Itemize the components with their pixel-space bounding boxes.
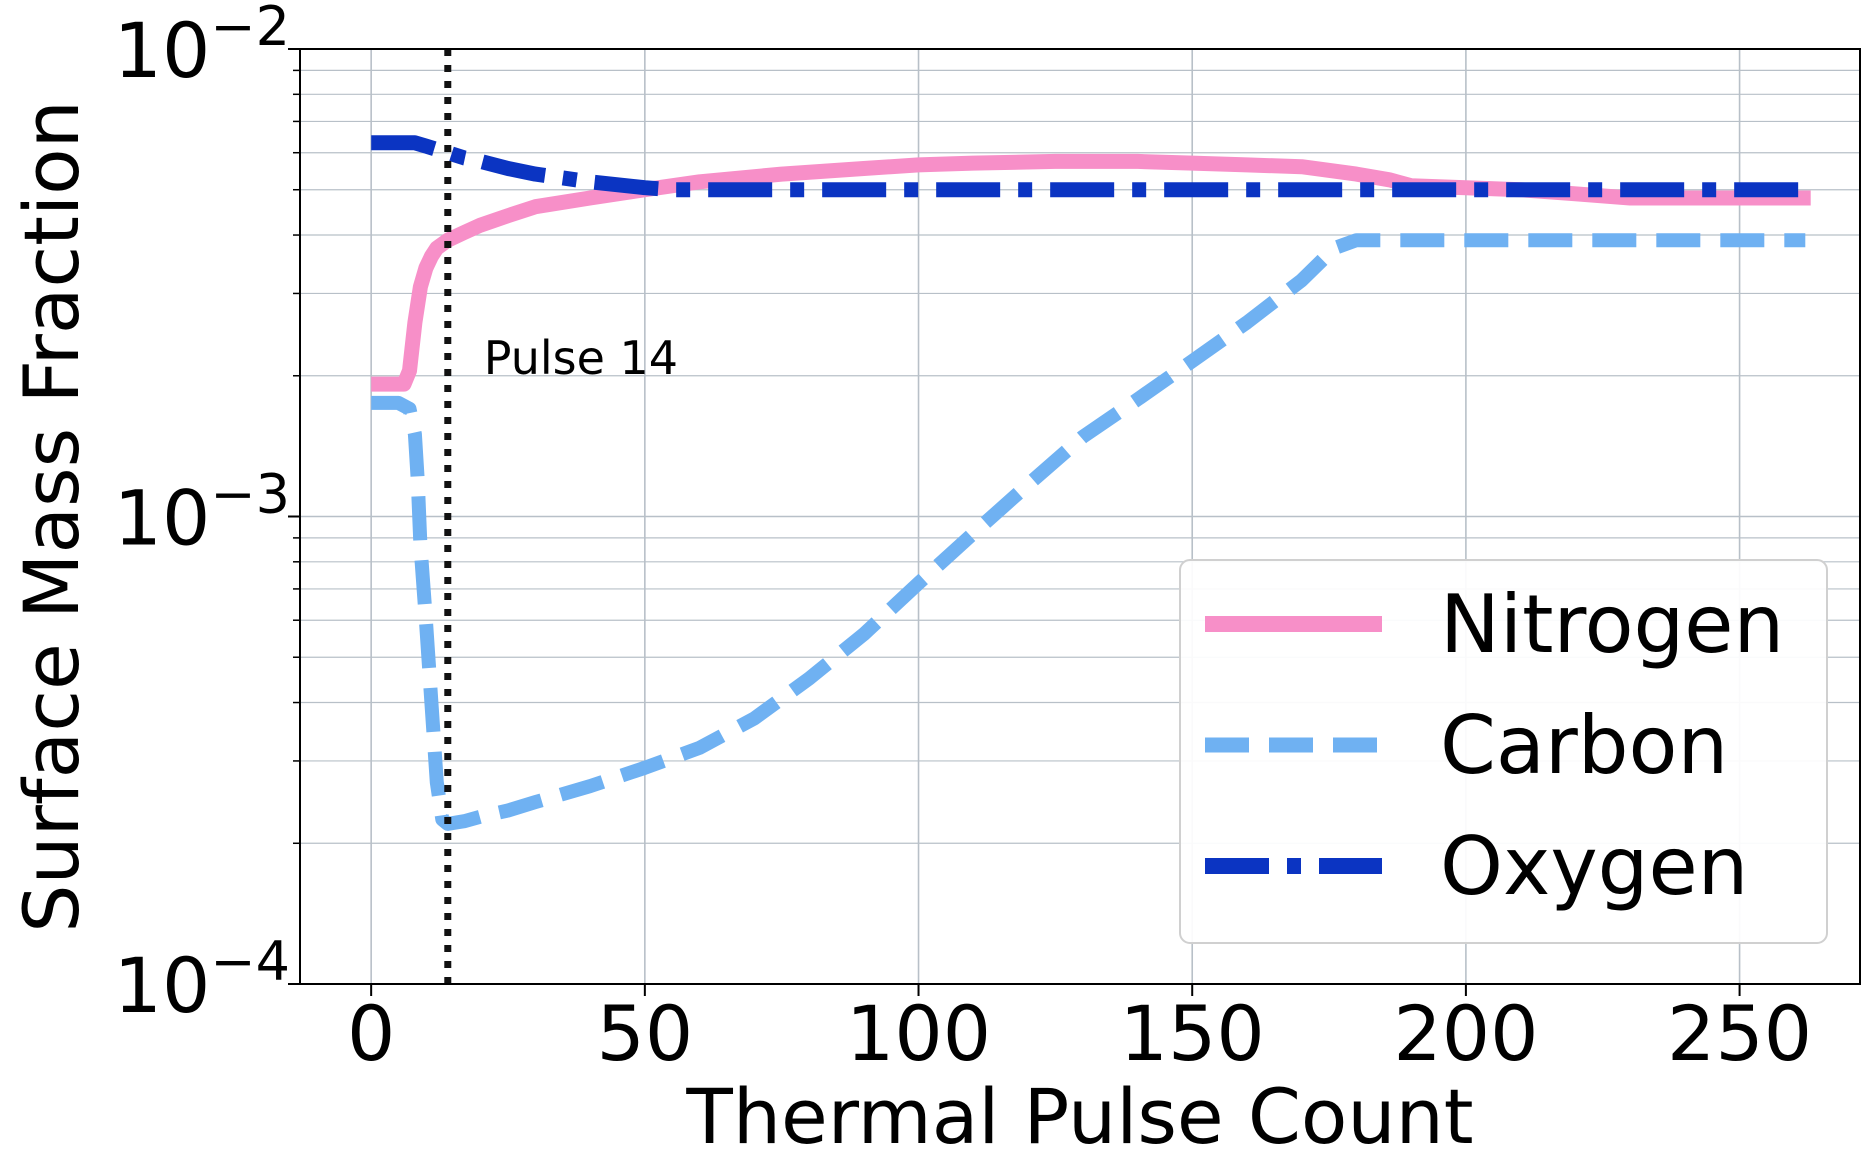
legend-box (1179, 559, 1828, 944)
y-tick-label: 10−4 (114, 930, 290, 1030)
y-tick-label: 10−2 (114, 0, 290, 95)
x-tick-label: 250 (1667, 989, 1812, 1078)
x-axis-label: Thermal Pulse Count (685, 1072, 1473, 1161)
legend-label-oxygen: Oxygen (1440, 820, 1748, 913)
legend-label-carbon: Carbon (1440, 699, 1728, 792)
legend-label-nitrogen: Nitrogen (1440, 578, 1784, 671)
y-tick-label: 10−3 (114, 463, 290, 563)
x-tick-label: 200 (1393, 989, 1538, 1078)
series-line-oxygen (371, 135, 1811, 198)
x-tick-label: 0 (347, 989, 395, 1078)
series-lines (371, 135, 1811, 831)
y-axis-label: Surface Mass Fraction (7, 100, 96, 933)
axis-ticks: 0 50 100 150 200 250 10−4 10−3 10−2 (114, 0, 1812, 1078)
series-line-carbon (371, 233, 1806, 831)
x-tick-label: 100 (846, 989, 991, 1078)
x-tick-label: 150 (1120, 989, 1265, 1078)
legend: Nitrogen Carbon Oxygen (1179, 559, 1828, 944)
reference-line: Pulse 14 (444, 49, 678, 984)
pulse-14-label: Pulse 14 (484, 331, 678, 385)
x-tick-label: 50 (596, 989, 693, 1078)
